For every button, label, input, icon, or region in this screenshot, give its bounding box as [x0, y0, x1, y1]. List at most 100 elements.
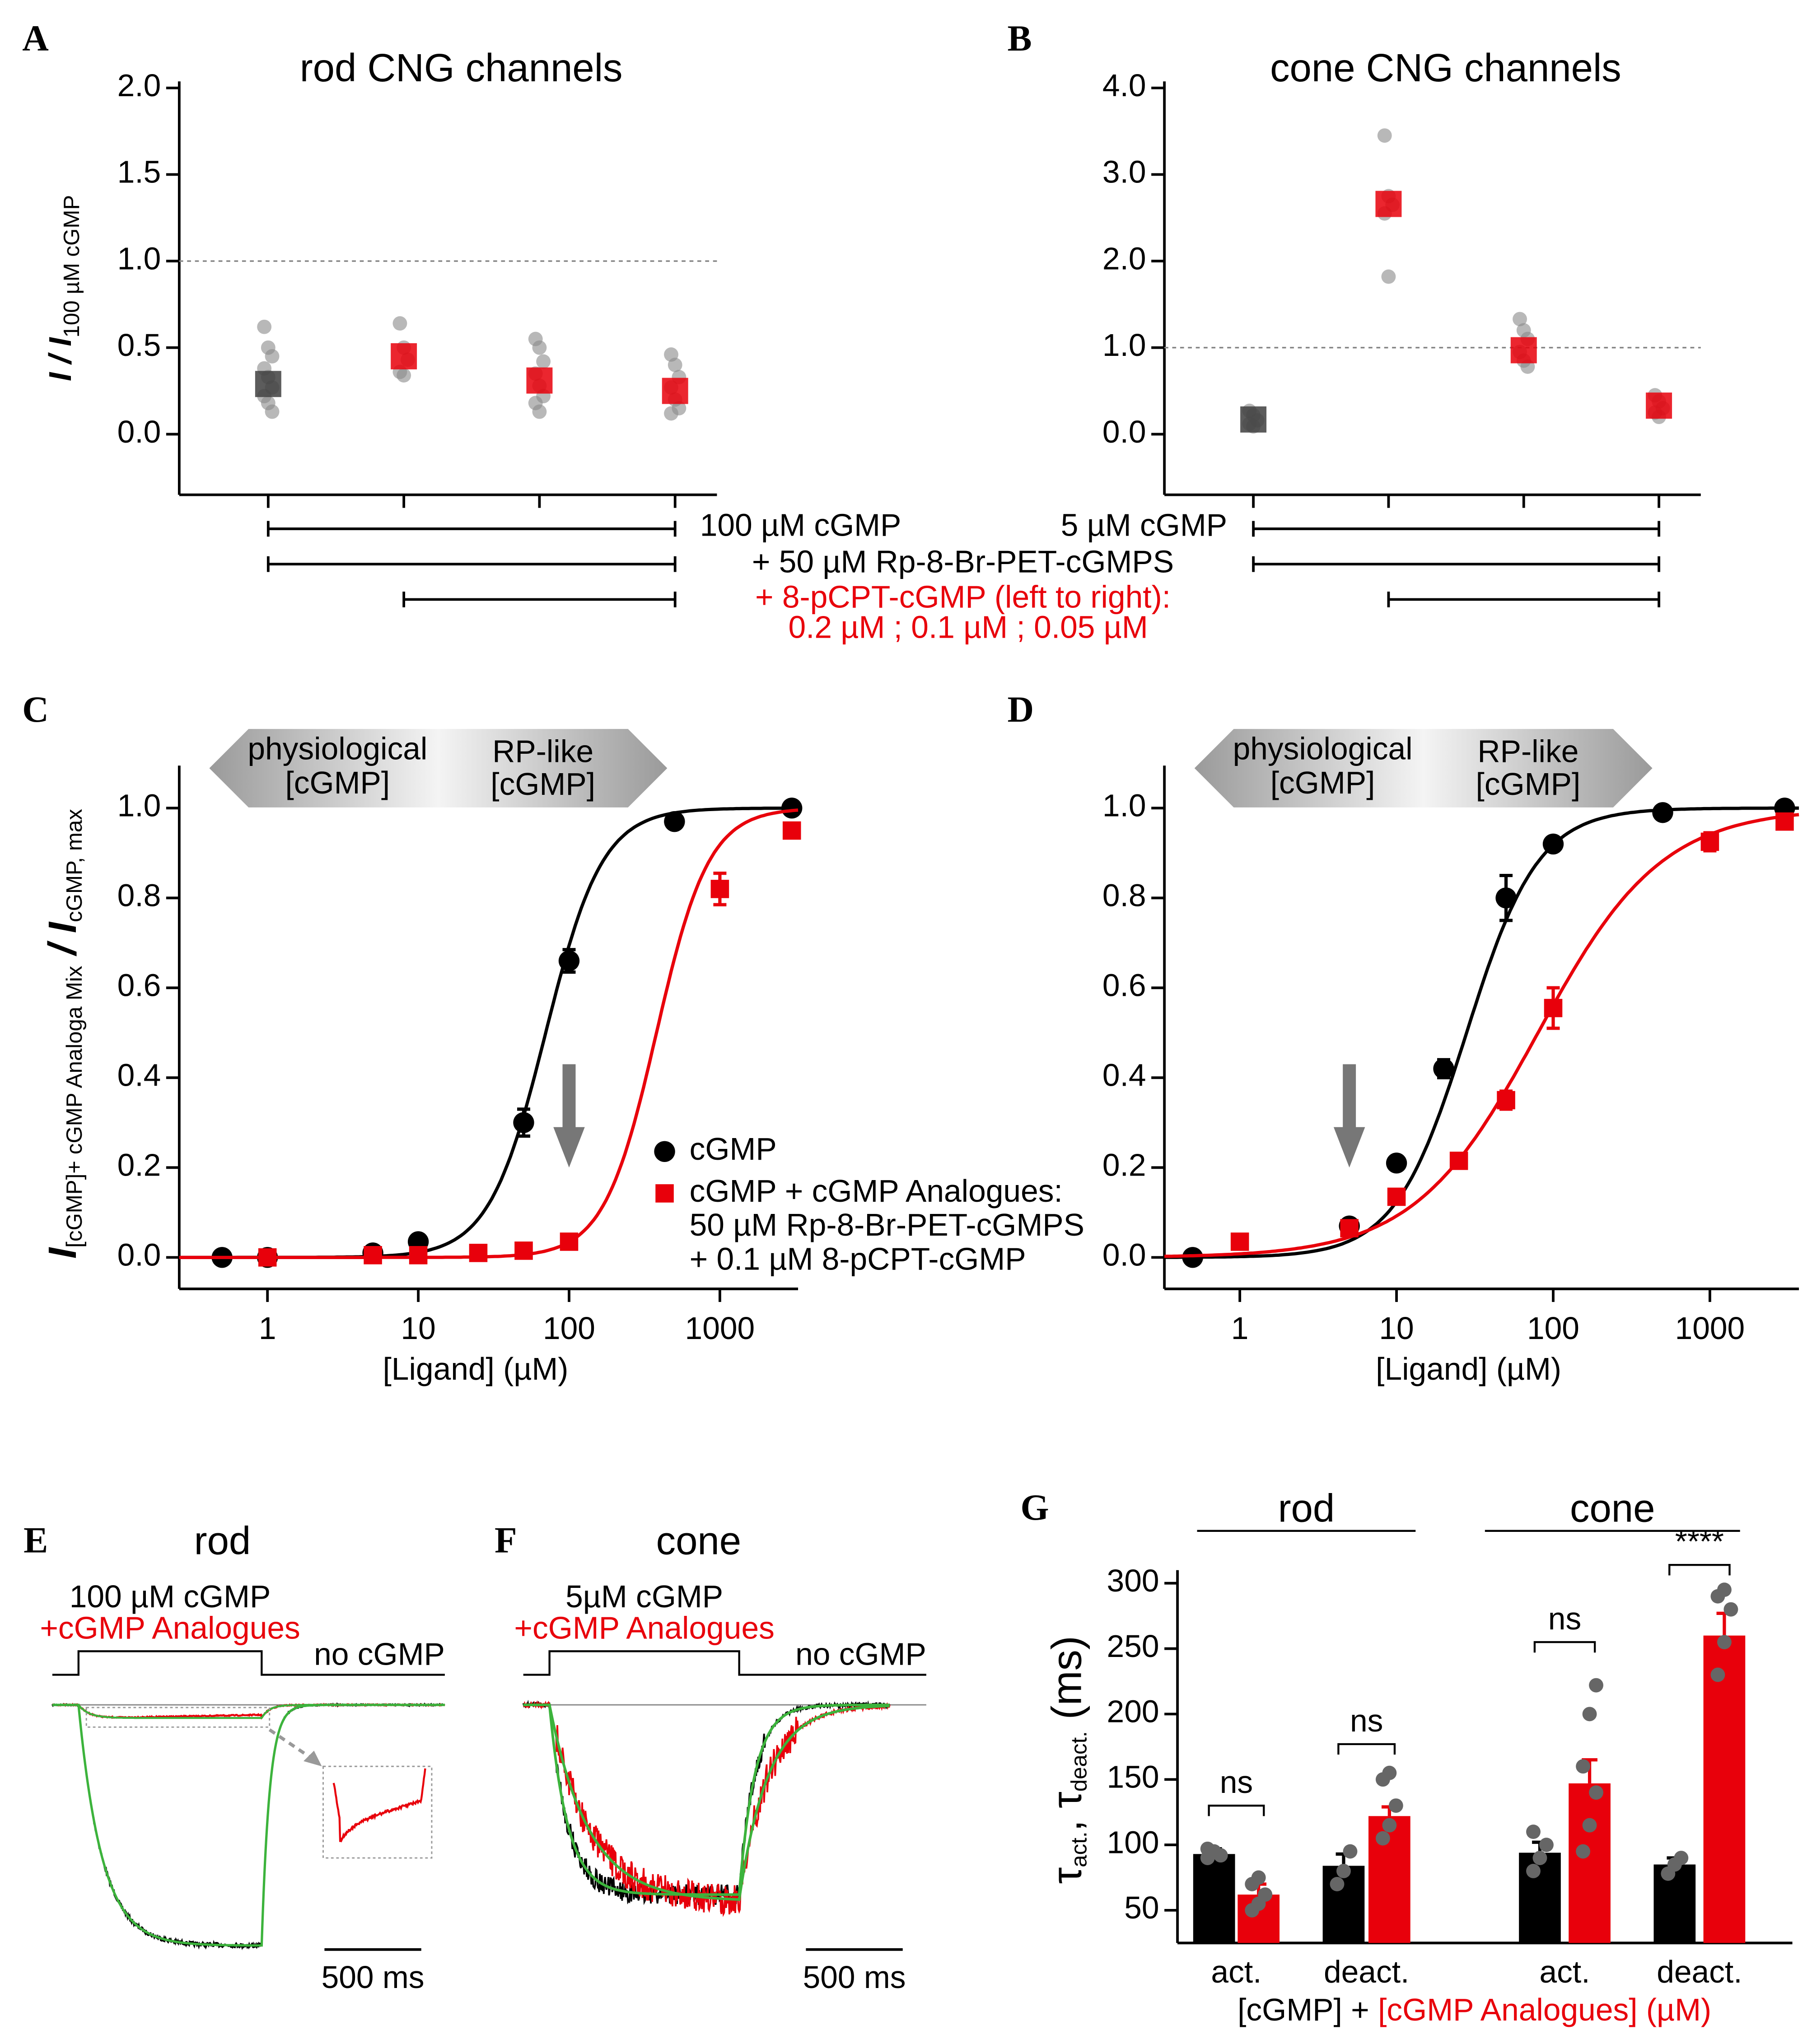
data-point	[397, 368, 411, 383]
stimulus-label: 100 µM cGMP	[70, 1579, 271, 1614]
x-tick-label: 1	[1231, 1311, 1249, 1346]
legend-label: cGMP + cGMP Analogues:	[690, 1173, 1063, 1209]
y-label-part: [cGMP]+ cGMP Analoga Mix	[62, 966, 87, 1248]
y-tick-label: 0.0	[1102, 414, 1146, 449]
y-tick-label: 0.0	[117, 1237, 161, 1273]
scale-bar-label: 500 ms	[322, 1960, 425, 1995]
data-point	[1182, 1247, 1203, 1268]
x-label-part: [cGMP Analogues] (µM)	[1378, 1992, 1711, 2027]
fit-rod	[52, 1703, 445, 1947]
off-label: no cGMP	[795, 1636, 926, 1671]
data-point	[1513, 312, 1527, 327]
legend-marker	[655, 1184, 674, 1203]
fit-cone-analogues	[523, 1703, 890, 1901]
y-label-main: I / I	[42, 337, 78, 381]
data-point	[364, 1246, 382, 1265]
y-tick-label: 0.0	[1102, 1237, 1146, 1273]
y-tick-label: 1.5	[117, 154, 161, 190]
y-label-part: deact.	[1067, 1731, 1092, 1792]
y-tick-label: 2.0	[117, 68, 161, 103]
x-tick-label: deact.	[1657, 1954, 1742, 1989]
data-point	[513, 1112, 534, 1133]
y-tick-label: 200	[1107, 1694, 1159, 1729]
arrow	[1333, 1064, 1365, 1168]
data-point	[558, 950, 580, 971]
legend-label: 50 µM Rp-8-Br-PET-cGMPS	[690, 1207, 1084, 1242]
group-label: rod	[1278, 1486, 1335, 1530]
stimulus-step	[523, 1650, 926, 1676]
arrow	[553, 1064, 585, 1168]
data-point	[514, 1241, 533, 1260]
y-label-part: (ms)	[1043, 1636, 1090, 1731]
data-point	[1652, 802, 1673, 823]
data-point	[710, 880, 729, 898]
banner-label: RP-like	[492, 734, 593, 769]
data-point	[1343, 1844, 1358, 1859]
stimulus-step	[52, 1650, 445, 1676]
x-tick-label: 1000	[1675, 1311, 1745, 1346]
data-point	[1382, 1765, 1397, 1780]
y-label-part: τ	[1043, 1867, 1090, 1884]
data-point	[1200, 1841, 1215, 1856]
x-tick-label: 1	[259, 1311, 276, 1346]
data-point	[469, 1244, 488, 1262]
data-point	[1433, 1058, 1454, 1079]
data-point	[1532, 1851, 1547, 1865]
y-tick-label: 1.0	[117, 241, 161, 276]
mean-marker	[1375, 191, 1402, 217]
banner-label: RP-like	[1477, 734, 1578, 769]
stimulus-label: +cGMP Analogues	[40, 1610, 300, 1645]
y-label-sub: 100 µM cGMP	[59, 195, 84, 338]
stimulus-label: 5µM cGMP	[565, 1579, 723, 1614]
y-axis-label: τact., τdeact. (ms)	[1043, 1636, 1092, 1884]
data-point	[1723, 1602, 1738, 1617]
panel-letter: B	[1007, 18, 1032, 59]
y-tick-label: 250	[1107, 1629, 1159, 1664]
x-axis-label: [Ligand] (µM)	[1376, 1351, 1561, 1386]
data-point	[1449, 1152, 1468, 1170]
mean-marker	[662, 378, 688, 404]
data-point	[560, 1232, 579, 1251]
bar	[1322, 1866, 1365, 1943]
data-point	[1495, 887, 1517, 909]
y-axis-label: I[cGMP]+ cGMP Analoga Mix / IcGMP, max	[41, 809, 87, 1259]
panel-letter: C	[22, 689, 49, 730]
y-tick-label: 1.0	[1102, 327, 1146, 363]
data-point	[1710, 1667, 1725, 1682]
x-tick-label: 1000	[685, 1311, 755, 1346]
y-tick-label: 300	[1107, 1563, 1159, 1598]
significance-label: ****	[1675, 1524, 1724, 1559]
legend-label: cGMP	[690, 1131, 777, 1167]
banner-right	[1423, 729, 1653, 807]
data-point	[1330, 1877, 1345, 1891]
y-tick-label: 0.4	[1102, 1058, 1146, 1093]
data-point	[1700, 832, 1719, 851]
data-point	[1717, 1582, 1732, 1597]
data-point	[781, 798, 803, 819]
y-tick-label: 100	[1107, 1825, 1159, 1860]
data-point	[1589, 1785, 1603, 1800]
y-label-part: / I	[41, 921, 84, 966]
data-point	[1576, 1759, 1591, 1774]
banner-label: [cGMP]	[285, 765, 390, 800]
x-tick-label: 10	[1379, 1311, 1414, 1346]
y-tick-label: 1.0	[117, 788, 161, 823]
panel-letter: E	[23, 1520, 48, 1560]
chart-title: rod CNG channels	[300, 46, 623, 90]
data-point	[1336, 1864, 1351, 1878]
data-point	[664, 811, 685, 832]
data-point	[782, 821, 801, 840]
data-point	[1544, 999, 1563, 1017]
fit-cone	[523, 1703, 890, 1896]
significance-bracket	[1337, 1743, 1396, 1755]
data-point	[1526, 1825, 1541, 1839]
x-label-part: [cGMP] +	[1238, 1992, 1378, 2027]
panel-letter: G	[1020, 1487, 1049, 1528]
mean-marker	[1646, 392, 1672, 419]
data-point	[1717, 1635, 1732, 1649]
mean-marker	[1240, 406, 1267, 433]
mean-marker	[1510, 337, 1537, 364]
y-label-part: I	[41, 1247, 84, 1259]
data-point	[1251, 1870, 1266, 1885]
y-tick-label: 50	[1124, 1890, 1159, 1925]
